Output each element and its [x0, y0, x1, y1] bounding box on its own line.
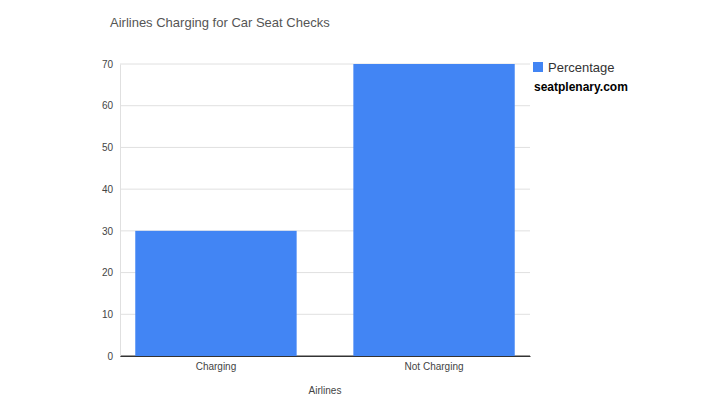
annotation: seatplenary.com [534, 80, 628, 94]
legend-swatch [533, 62, 543, 72]
y-tick-label: 30 [102, 226, 114, 237]
y-tick-label: 70 [102, 59, 114, 70]
y-tick-label: 20 [102, 267, 114, 278]
x-tick-label: Charging [196, 361, 237, 372]
y-tick: 50 [102, 142, 120, 153]
x-tick: Not Charging [405, 356, 464, 372]
legend: Percentage [533, 60, 615, 75]
grid [120, 64, 530, 356]
bar [135, 231, 296, 356]
x-tick: Charging [196, 356, 237, 372]
y-axis: 0 10 20 30 40 50 60 70 [102, 59, 121, 362]
plot: 0 10 20 30 40 50 60 70 Charging Not Charging [102, 59, 531, 372]
y-tick: 30 [102, 226, 120, 237]
bar [353, 64, 514, 356]
y-tick: 0 [107, 351, 120, 362]
x-axis-title: Airlines [309, 385, 342, 396]
bars [135, 64, 514, 356]
y-tick-label: 50 [102, 142, 114, 153]
y-tick: 10 [102, 309, 120, 320]
legend-label: Percentage [548, 60, 615, 75]
y-tick: 60 [102, 100, 120, 111]
y-tick-label: 10 [102, 309, 114, 320]
x-axis-line [121, 356, 531, 357]
y-tick: 40 [102, 184, 120, 195]
x-axis: Charging Not Charging [121, 356, 531, 372]
title: Airlines Charging for Car Seat Checks [110, 15, 330, 30]
chart: 0 10 20 30 40 50 60 70 Charging Not Charging Airli… [0, 0, 710, 400]
x-tick-label: Not Charging [405, 361, 464, 372]
y-tick-label: 60 [102, 100, 114, 111]
y-tick: 20 [102, 267, 120, 278]
y-tick-label: 0 [107, 351, 113, 362]
y-tick-label: 40 [102, 184, 114, 195]
y-axis-line [120, 65, 121, 357]
y-tick: 70 [102, 59, 120, 70]
